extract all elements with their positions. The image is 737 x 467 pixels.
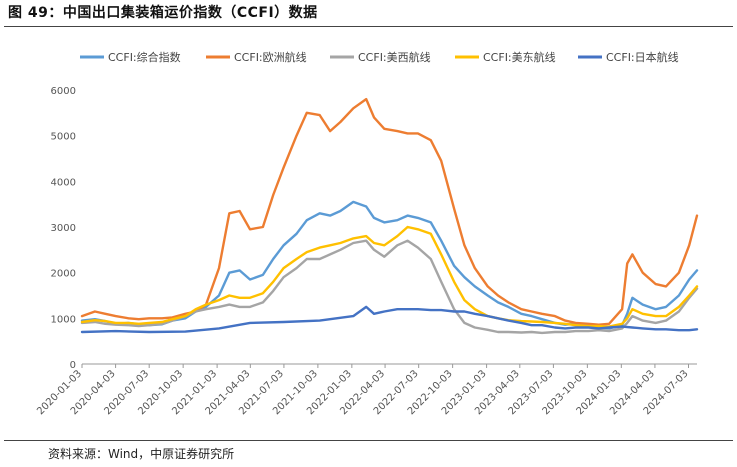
y-tick-label: 1000: [51, 314, 76, 325]
y-tick-label: 6000: [51, 86, 76, 97]
series-line-2: [80, 97, 699, 326]
y-tick-label: 0: [70, 360, 76, 371]
legend-label: CCFI:美东航线: [483, 50, 556, 64]
legend-label: CCFI:欧洲航线: [234, 50, 307, 64]
y-tick-label: 4000: [51, 177, 76, 188]
y-tick-label: 5000: [51, 132, 76, 143]
title-divider: [4, 26, 733, 27]
source-divider: [4, 440, 733, 441]
x-axis: 2020-01-032020-04-032020-07-032020-10-03…: [35, 363, 697, 417]
chart-legend: CCFI:综合指数 CCFI:欧洲航线 CCFI:美西航线 CCFI:美东航线 CCFI…: [80, 50, 679, 64]
source-note: 资料来源：Wind，中原证券研究所: [48, 447, 235, 461]
y-tick-label: 3000: [51, 223, 76, 234]
series-line-4: [80, 225, 699, 328]
series-layer: [80, 97, 699, 335]
y-axis: 0 1000 2000 3000 4000 5000 6000: [51, 86, 76, 371]
y-tick-label: 2000: [51, 269, 76, 280]
legend-label: CCFI:综合指数: [108, 50, 181, 64]
chart: CCFI:综合指数 CCFI:欧洲航线 CCFI:美西航线 CCFI:美东航线 CCFI…: [35, 50, 699, 417]
series-line-5: [80, 305, 699, 334]
legend-label: CCFI:日本航线: [606, 50, 679, 64]
legend-label: CCFI:美西航线: [358, 50, 431, 64]
figure-title: 图 49：中国出口集装箱运价指数（CCFI）数据: [8, 5, 318, 21]
